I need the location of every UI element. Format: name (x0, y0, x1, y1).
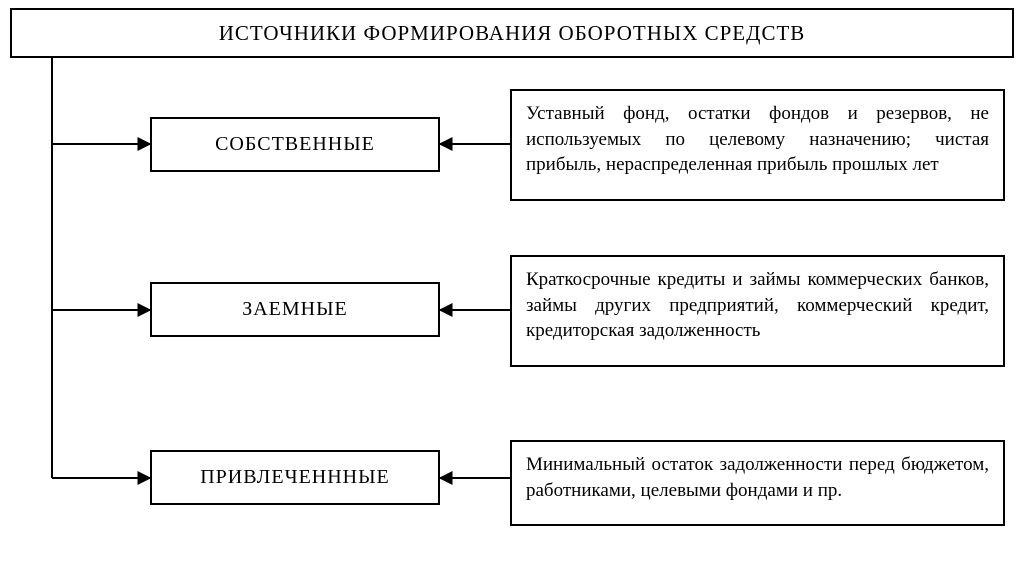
category-attracted: ПРИВЛЕЧЕНННЫЕ (150, 450, 440, 505)
category-borrowed: ЗАЕМНЫЕ (150, 282, 440, 337)
title-box: ИСТОЧНИКИ ФОРМИРОВАНИЯ ОБОРОТНЫХ СРЕДСТВ (10, 8, 1014, 58)
description-attracted: Минимальный остаток задолженности перед … (510, 440, 1005, 526)
description-own: Уставный фонд, остатки фондов и резервов… (510, 89, 1005, 201)
description-borrowed: Краткосрочные кредиты и займы коммерческ… (510, 255, 1005, 367)
category-own: СОБСТВЕННЫЕ (150, 117, 440, 172)
